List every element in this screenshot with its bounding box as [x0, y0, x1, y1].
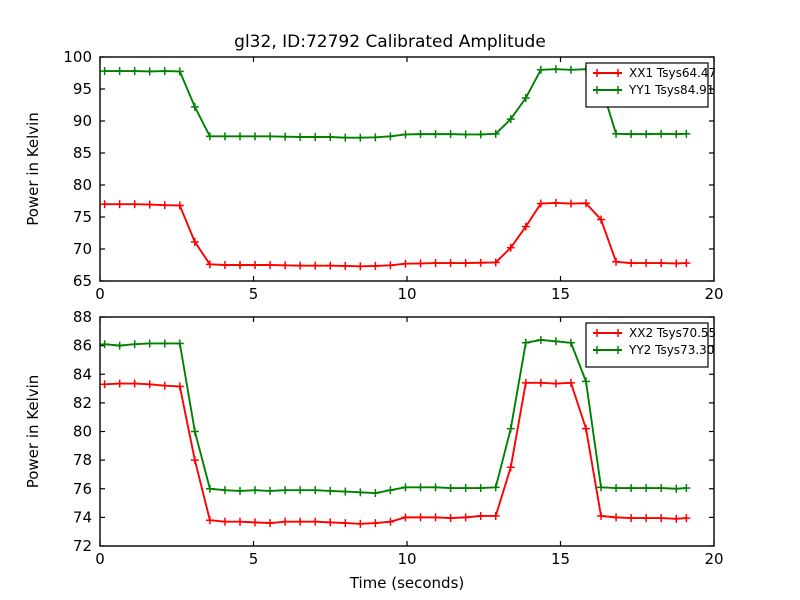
- legend-box: [585, 322, 709, 368]
- chart-panel-top: 0 5 10 15 20 65 70 75 80 85 90 95 100 Power in Kelvin…: [24, 48, 724, 303]
- y-tick-label: 78: [73, 451, 92, 469]
- y-tick-label: 80: [73, 423, 92, 441]
- x-tick-label: 0: [95, 285, 105, 303]
- y-tick-label: 85: [73, 144, 92, 162]
- y-tick-label: 84: [73, 365, 92, 383]
- legend-label: XX2 Tsys70.55: [629, 326, 716, 340]
- y-tick-label: 76: [73, 480, 92, 498]
- y-tick-label: 95: [73, 80, 92, 98]
- y-tick-label: 90: [73, 112, 92, 130]
- page-title: gl32, ID:72792 Calibrated Amplitude: [234, 32, 546, 52]
- y-tick-label: 82: [73, 394, 92, 412]
- chart-legend: XX2 Tsys70.55 YY2 Tsys73.30: [585, 322, 716, 368]
- x-tick-label: 15: [551, 550, 570, 568]
- legend-label: YY1 Tsys84.91: [628, 83, 714, 97]
- legend-box: [585, 62, 709, 108]
- y-tick-label: 75: [73, 208, 92, 226]
- y-tick-label: 80: [73, 176, 92, 194]
- series-line-0: [104, 201, 687, 268]
- legend-label: YY2 Tsys73.30: [628, 343, 714, 357]
- y-axis-label: Power in Kelvin: [24, 112, 42, 226]
- y-tick-label: 100: [63, 48, 92, 66]
- series-line-1: [104, 338, 687, 494]
- series-line-0: [104, 381, 687, 525]
- x-tick-label: 10: [397, 550, 416, 568]
- y-tick-label: 74: [73, 508, 92, 526]
- x-tick-label: 5: [249, 285, 259, 303]
- chart-panel-bottom: 0 5 10 15 20 72 74 76 78 80 82 84 86 88 Power in Kelvi…: [24, 308, 724, 592]
- chart-legend: XX1 Tsys64.47 YY1 Tsys84.91: [585, 62, 716, 108]
- x-tick-label: 0: [95, 550, 105, 568]
- y-tick-label: 72: [73, 537, 92, 555]
- legend-label: XX1 Tsys64.47: [629, 66, 716, 80]
- y-axis-label: Power in Kelvin: [24, 375, 42, 489]
- y-tick-label: 70: [73, 240, 92, 258]
- x-axis-label: Time (seconds): [349, 574, 465, 592]
- y-tick-label: 88: [73, 308, 92, 326]
- y-tick-label: 86: [73, 337, 92, 355]
- x-tick-label: 5: [249, 550, 259, 568]
- x-tick-label: 20: [704, 550, 723, 568]
- x-tick-label: 20: [704, 285, 723, 303]
- x-tick-label: 15: [551, 285, 570, 303]
- y-tick-label: 65: [73, 272, 92, 290]
- x-tick-label: 10: [397, 285, 416, 303]
